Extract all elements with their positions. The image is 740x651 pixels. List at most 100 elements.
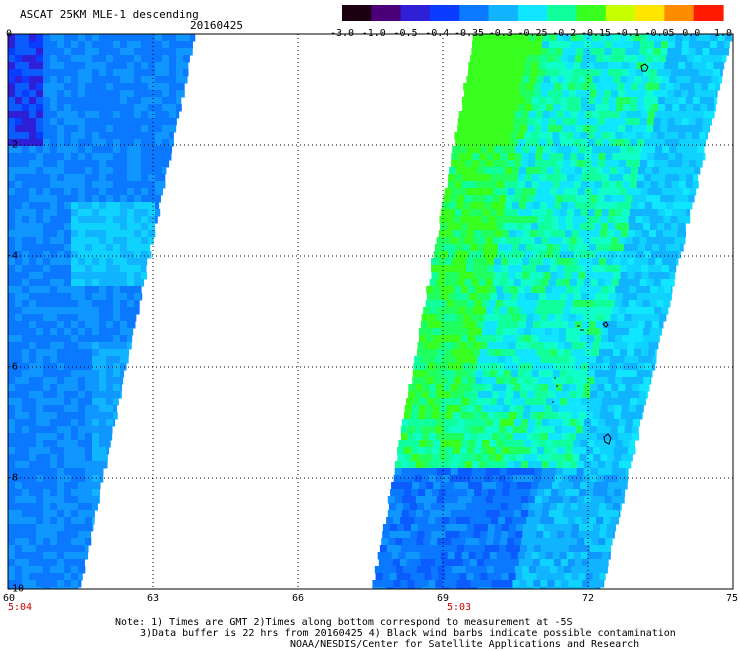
- swath-cell: [653, 118, 662, 126]
- swath-cell: [454, 335, 462, 343]
- swath-cell: [29, 265, 37, 273]
- swath-cell: [479, 188, 488, 196]
- swath-cell: [709, 90, 717, 98]
- swath-cell: [85, 202, 93, 210]
- swath-cell: [456, 356, 464, 364]
- swath-cell: [534, 419, 543, 427]
- swath-cell: [495, 216, 503, 224]
- swath-cell: [148, 146, 156, 154]
- swath-cell: [524, 377, 532, 385]
- swath-cell: [15, 34, 23, 42]
- swath-cell: [559, 132, 567, 140]
- swath-cell: [85, 405, 93, 413]
- swath-cell: [526, 580, 534, 588]
- swath-cell: [472, 188, 481, 196]
- swath-cell: [50, 146, 58, 154]
- swath-cell: [592, 412, 601, 420]
- swath-cell: [554, 433, 563, 441]
- swath-cell: [601, 440, 609, 448]
- swath-cell: [574, 559, 583, 567]
- swath-cell: [527, 279, 536, 287]
- swath-cell: [29, 538, 37, 546]
- swath-cell: [36, 328, 44, 336]
- swath-cell: [408, 510, 417, 518]
- swath-cell: [547, 587, 555, 589]
- swath-cell: [113, 244, 121, 252]
- swath-cell: [120, 48, 128, 56]
- swath-cell: [597, 279, 606, 287]
- swath-cell: [422, 391, 430, 399]
- swath-cell: [15, 174, 23, 182]
- swath-cell: [458, 111, 467, 119]
- swath-cell: [36, 356, 44, 364]
- swath-cell: [36, 69, 44, 77]
- swath-cell: [570, 188, 579, 196]
- swath-cell: [57, 433, 65, 441]
- swath-cell: [550, 272, 558, 280]
- swath-cell: [57, 342, 65, 350]
- swath-cell: [533, 517, 541, 525]
- swath-cell: [541, 237, 550, 245]
- swath-cell: [589, 55, 597, 63]
- swath-cell: [487, 524, 496, 532]
- swath-cell: [57, 188, 65, 196]
- swath-cell: [85, 426, 93, 434]
- swath-cell: [636, 370, 645, 378]
- swath-cell: [678, 62, 686, 70]
- swath-cell: [71, 139, 79, 147]
- swath-cell: [92, 146, 100, 154]
- swath-cell: [113, 76, 121, 84]
- swath-cell: [592, 272, 600, 280]
- swath-cell: [659, 55, 667, 63]
- swath-cell: [583, 279, 592, 287]
- swath-cell: [625, 279, 634, 287]
- swath-cell: [460, 300, 469, 308]
- swath-cell: [577, 111, 586, 119]
- swath-cell: [92, 83, 100, 91]
- swath-cell: [603, 433, 612, 441]
- swath-cell: [654, 153, 662, 161]
- swath-cell: [8, 426, 16, 434]
- swath-cell: [722, 55, 727, 63]
- swath-cell: [587, 286, 595, 294]
- swath-cell: [643, 223, 651, 231]
- swath-cell: [92, 307, 100, 315]
- island-outline: [577, 325, 584, 331]
- swath-cell: [8, 132, 16, 140]
- swath-cell: [624, 55, 632, 63]
- swath-cell: [487, 272, 495, 280]
- swath-cell: [462, 363, 470, 371]
- swath-cell: [71, 538, 79, 546]
- swath-cell: [36, 566, 44, 574]
- swath-cell: [92, 440, 100, 448]
- swath-cell: [606, 265, 614, 273]
- swath-cell: [637, 174, 645, 182]
- swath-cell: [603, 545, 611, 553]
- swath-cell: [113, 83, 121, 91]
- swath-cell: [463, 167, 471, 175]
- swath-cell: [71, 356, 79, 364]
- swath-cell: [85, 139, 93, 147]
- swath-cell: [694, 83, 702, 91]
- swath-cell: [36, 454, 44, 462]
- swath-cell: [632, 125, 640, 133]
- swath-cell: [425, 447, 433, 455]
- swath-cell: [64, 531, 72, 539]
- swath-cell: [148, 174, 156, 182]
- swath-cell: [514, 153, 522, 161]
- swath-cell: [480, 76, 488, 84]
- swath-cell: [50, 118, 58, 126]
- swath-cell: [71, 97, 79, 105]
- swath-cell: [71, 244, 79, 252]
- swath-cell: [547, 426, 556, 434]
- swath-cell: [668, 188, 677, 196]
- swath-cell: [494, 531, 502, 539]
- swath-cell: [536, 524, 545, 532]
- swath-cell: [517, 181, 526, 189]
- swath-cell: [64, 111, 72, 119]
- swath-cell: [141, 62, 149, 70]
- swath-cell: [593, 328, 602, 336]
- swath-cell: [99, 69, 107, 77]
- swath-cell: [113, 349, 121, 357]
- swath-cell: [532, 104, 540, 112]
